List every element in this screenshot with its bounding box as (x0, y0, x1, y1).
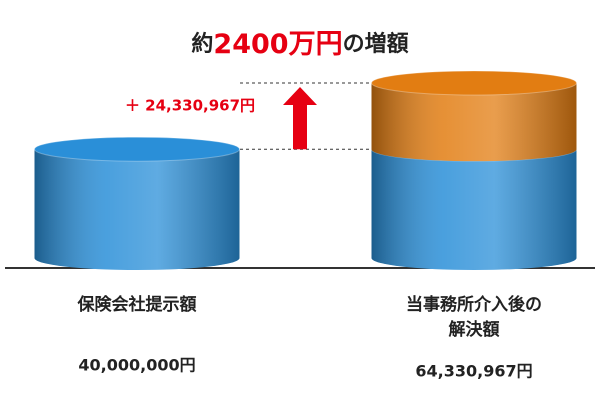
cylinder-top (34, 136, 240, 162)
total-label: 64,330,967円 (415, 362, 532, 381)
cylinder-shade (371, 83, 577, 162)
cylinder-shade (34, 149, 240, 270)
increase-arrow (283, 87, 317, 150)
cylinder-shade (371, 149, 577, 270)
category-label: 保険会社提示額 (77, 294, 197, 315)
chart-title: 約2400万円の増額 (191, 29, 408, 60)
category-label: 解決額 (449, 319, 500, 340)
total-label: 40,000,000円 (78, 356, 195, 375)
title-part: 約 (191, 31, 213, 57)
title-highlight: 2400万円 (213, 29, 342, 60)
increase-label: ＋ 24,330,967円 (125, 97, 255, 115)
category-label: 当事務所介入後の (406, 294, 542, 315)
title-part: の増額 (343, 31, 409, 57)
cylinder-top (371, 70, 577, 96)
